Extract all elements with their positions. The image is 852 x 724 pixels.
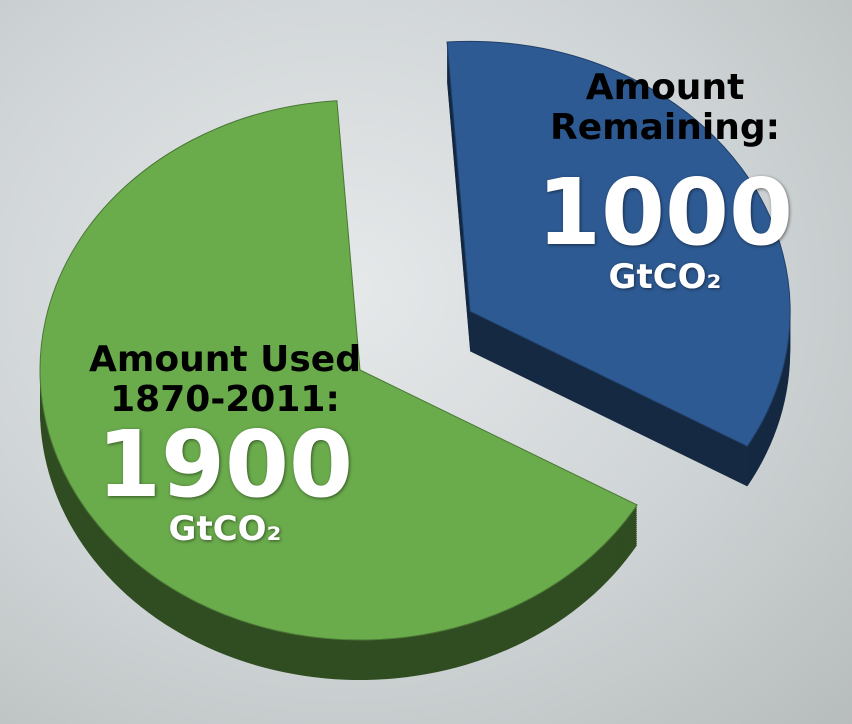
value-label: 1900 — [96, 411, 354, 519]
slice — [39, 100, 638, 641]
category-label: Amount Used 1870-2011: — [89, 339, 361, 420]
unit-label: GtCO₂ — [608, 257, 722, 298]
category-label: Amount Remaining: — [549, 67, 781, 148]
value-label: 1000 — [536, 159, 794, 267]
unit-label: GtCO₂ — [168, 509, 282, 550]
slice-label: Amount Used 1870-2011: 1900 GtCO₂ — [30, 340, 420, 549]
slice-label: Amount Remaining: 1000 GtCO₂ — [500, 68, 830, 297]
slice — [446, 40, 791, 447]
